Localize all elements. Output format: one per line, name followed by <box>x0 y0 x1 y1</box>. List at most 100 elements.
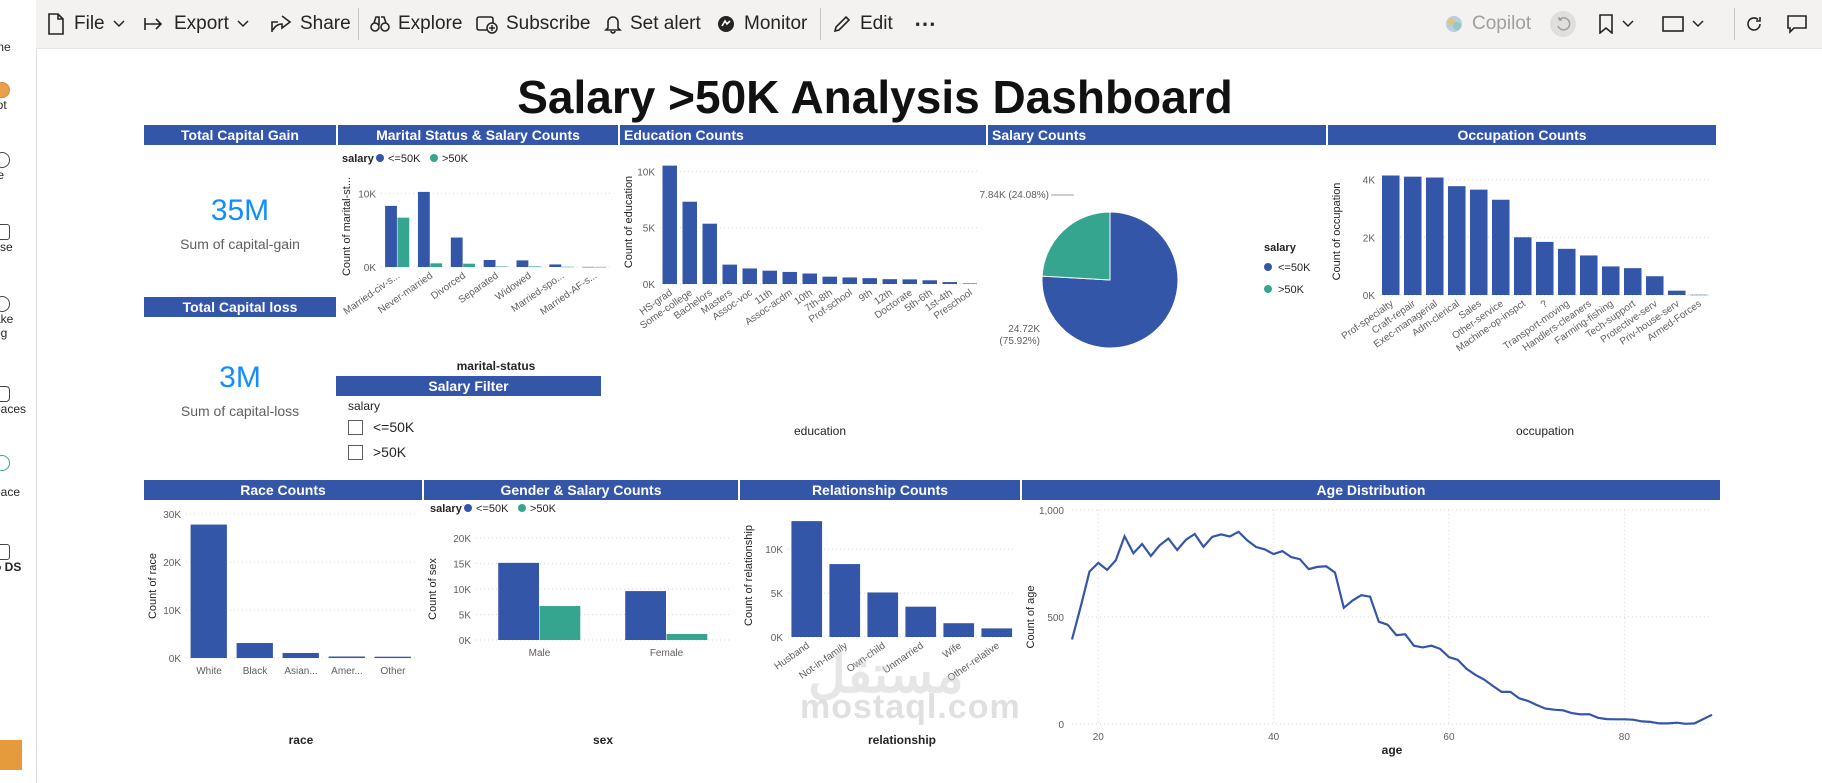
copilot-button[interactable]: Copilot <box>1444 0 1531 48</box>
checkbox[interactable] <box>348 419 363 435</box>
bar <box>782 271 797 284</box>
nav-item-label: me <box>0 40 11 54</box>
nav-item-label: lot <box>0 98 7 112</box>
bar <box>842 277 857 284</box>
nav-item-label: te <box>0 168 36 182</box>
nav-item-workspace-ds[interactable]: o DS <box>0 544 36 574</box>
nav-item-powerbi[interactable] <box>0 740 36 770</box>
x-tick-label: ? <box>1539 298 1550 310</box>
pie-data-label: 24.72K <box>1008 324 1040 335</box>
y-tick-label: 10K <box>358 189 376 200</box>
explore-button[interactable]: Explore <box>370 0 462 48</box>
y-tick-label: 10K <box>637 167 655 178</box>
y-axis-label: Count of education <box>623 176 635 268</box>
binoculars-icon <box>370 16 390 32</box>
export-menu-button[interactable]: Export <box>144 0 249 48</box>
more-options-button[interactable]: ⋯ <box>914 0 936 48</box>
relationship-chart[interactable]: 0K 5K 10K Count of relationship relationship… <box>740 502 1022 762</box>
legend-marker <box>376 154 384 162</box>
toolbar-divider <box>358 8 359 40</box>
race-chart[interactable]: 0K 10K 20K 30K Count of race race White Black As… <box>144 502 422 762</box>
y-tick-label: 4K <box>1363 176 1376 187</box>
gender-chart-header: Gender & Salary Counts <box>424 480 738 500</box>
salary-filter-option-label: >50K <box>373 444 407 460</box>
x-axis-label: sex <box>593 733 613 747</box>
legend-marker <box>464 504 472 512</box>
marital-status-chart[interactable]: salary <=50K >50K 0K 10K Count of marital-st.… <box>336 148 618 373</box>
y-tick-label: 0K <box>643 280 656 291</box>
bookmarks-button[interactable] <box>1598 0 1634 48</box>
salary-filter-option-le50k[interactable]: <=50K <box>348 419 414 435</box>
bar <box>374 656 411 658</box>
bar <box>1557 248 1576 295</box>
y-tick-label: 10K <box>765 545 783 556</box>
nav-item-home[interactable]: me <box>0 40 36 54</box>
reset-icon <box>1550 11 1576 37</box>
bar <box>802 273 817 284</box>
bar <box>862 278 877 284</box>
legend-label: >50K <box>1278 284 1305 296</box>
y-axis-label: Count of marital-st... <box>341 177 353 276</box>
bar <box>762 270 777 284</box>
gender-salary-chart[interactable]: salary <=50K >50K 0K 5K 10K 15K 20K Count of sex… <box>424 502 738 762</box>
watermark-arabic: مستقل <box>808 646 964 704</box>
y-axis-label: Count of race <box>147 553 159 619</box>
export-icon <box>144 18 163 30</box>
salary-filter-option-gt50k[interactable]: >50K <box>348 444 406 460</box>
left-navigation-rail: me lot te yse ake og paces y pace o DS • <box>0 0 37 783</box>
salary-pie-chart[interactable]: 24.72K(75.92%) 7.84K (24.08%) salary <=50K >… <box>980 148 1326 458</box>
chevron-down-icon <box>237 20 249 28</box>
bar <box>430 263 443 267</box>
y-tick-label: 0K <box>364 263 377 274</box>
nav-item-onelake[interactable]: ake og <box>0 296 36 340</box>
x-tick-label: Married-civ-s... <box>342 270 402 317</box>
nav-item-create[interactable]: te <box>0 152 36 182</box>
bar <box>561 266 574 268</box>
y-tick-label: 20K <box>453 534 471 545</box>
file-icon <box>48 13 64 35</box>
x-tick-label: Male <box>529 648 551 659</box>
bar <box>682 201 697 284</box>
nav-item-copilot[interactable]: lot <box>0 82 36 112</box>
nav-item-workspaces[interactable]: paces <box>0 386 36 416</box>
monitor-button[interactable]: Monitor <box>716 0 807 48</box>
bar <box>190 524 227 658</box>
nav-more-icon[interactable]: • <box>0 628 36 642</box>
reset-button[interactable] <box>1550 0 1576 48</box>
toolbar-divider <box>820 8 821 40</box>
y-tick-label: 2K <box>1363 233 1376 244</box>
relationship-chart-header: Relationship Counts <box>740 480 1020 500</box>
bar <box>463 263 475 267</box>
legend-title: salary <box>430 503 463 515</box>
age-distribution-chart[interactable]: 0 500 1,000 20 40 60 80 age Count of age <box>1022 502 1722 762</box>
nav-item-label: o DS <box>0 560 22 574</box>
nav-item-label: pace <box>0 485 21 499</box>
view-button[interactable] <box>1662 0 1704 48</box>
x-tick-label: Amer... <box>331 666 363 677</box>
refresh-button[interactable] <box>1744 0 1764 48</box>
x-axis-label: education <box>794 424 846 438</box>
bar <box>1535 241 1554 295</box>
set-alert-button[interactable]: Set alert <box>604 0 701 48</box>
nav-item-analyse[interactable]: yse <box>0 224 36 254</box>
nav-item-label: y <box>0 471 36 485</box>
x-axis-label: marital-status <box>457 359 536 373</box>
nav-item-my-workspace[interactable]: y pace <box>0 455 36 499</box>
file-menu-button[interactable]: File <box>46 0 125 48</box>
edit-button[interactable]: Edit <box>832 0 893 48</box>
bar <box>328 656 365 658</box>
export-label: Export <box>174 13 229 34</box>
subscribe-button[interactable]: Subscribe <box>476 0 591 48</box>
checkbox[interactable] <box>348 444 363 460</box>
report-toolbar: File Export Share Explore Subscribe Set … <box>36 0 1822 49</box>
y-tick-label: 0 <box>1058 720 1064 731</box>
bar <box>498 562 539 640</box>
comments-button[interactable] <box>1786 0 1808 48</box>
y-tick-label: 5K <box>459 611 472 622</box>
x-tick-label: 40 <box>1268 732 1280 743</box>
share-button[interactable]: Share <box>270 0 351 48</box>
chevron-down-icon <box>1692 20 1704 28</box>
bar <box>397 217 410 267</box>
